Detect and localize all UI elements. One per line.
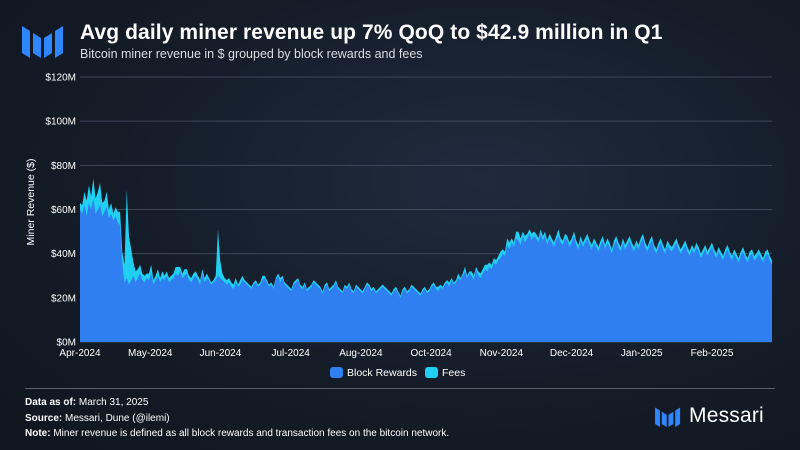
legend-label-block-rewards: Block Rewards (347, 367, 417, 379)
x-tick-label: Dec-2024 (550, 348, 594, 359)
footnotes: Data as of: March 31, 2025 Source: Messa… (25, 395, 449, 442)
legend-swatch-fees (425, 367, 438, 378)
x-tick-label: Aug-2024 (339, 348, 383, 359)
x-tick-label: Feb-2025 (691, 348, 734, 359)
chart-legend: Block Rewards Fees (330, 367, 465, 379)
source-line: Source: Messari, Dune (@ilemi) (25, 412, 170, 424)
x-tick-label: Oct-2024 (411, 348, 453, 359)
y-tick-label: $20M (51, 293, 76, 304)
legend-swatch-block-rewards (330, 367, 343, 378)
brand-name: Messari (689, 404, 764, 427)
brand-logo: Messari (655, 404, 764, 428)
y-tick-label: $80M (51, 161, 76, 172)
chart-title: Avg daily miner revenue up 7% QoQ to $42… (80, 21, 663, 44)
y-axis-label: Miner Revenue ($) (25, 159, 37, 246)
y-tick-label: $100M (45, 117, 76, 128)
note-line: Note: Miner revenue is defined as all bl… (25, 428, 450, 439)
x-axis-ticks: Apr-2024 May-2024 Jun-2024 Jul-2024 Aug-2024… (59, 348, 733, 359)
chart-areas (80, 178, 772, 342)
y-tick-label: $120M (45, 73, 76, 84)
messari-logo-icon (22, 26, 63, 58)
x-tick-label: Jan-2025 (621, 348, 663, 359)
x-tick-label: Apr-2024 (59, 348, 101, 359)
legend-label-fees: Fees (442, 367, 465, 379)
x-tick-label: Jul-2024 (271, 348, 310, 359)
x-tick-label: May-2024 (128, 348, 173, 359)
x-tick-label: Jun-2024 (200, 348, 242, 359)
revenue-area-chart: $0M $20M $40M $60M $80M $100M $120M Apr-2024 Ma… (25, 73, 772, 379)
data-as-of-line: Data as of: March 31, 2025 (25, 397, 149, 408)
y-tick-label: $40M (51, 249, 76, 260)
messari-logo-icon (655, 407, 681, 427)
chart-subtitle: Bitcoin miner revenue in $ grouped by bl… (80, 47, 423, 61)
footer-divider (25, 388, 775, 389)
area-block-rewards (80, 198, 772, 342)
x-tick-label: Nov-2024 (480, 348, 524, 359)
y-axis-ticks: $0M $20M $40M $60M $80M $100M $120M (45, 73, 76, 349)
y-tick-label: $0M (57, 338, 76, 349)
y-tick-label: $60M (51, 205, 76, 216)
